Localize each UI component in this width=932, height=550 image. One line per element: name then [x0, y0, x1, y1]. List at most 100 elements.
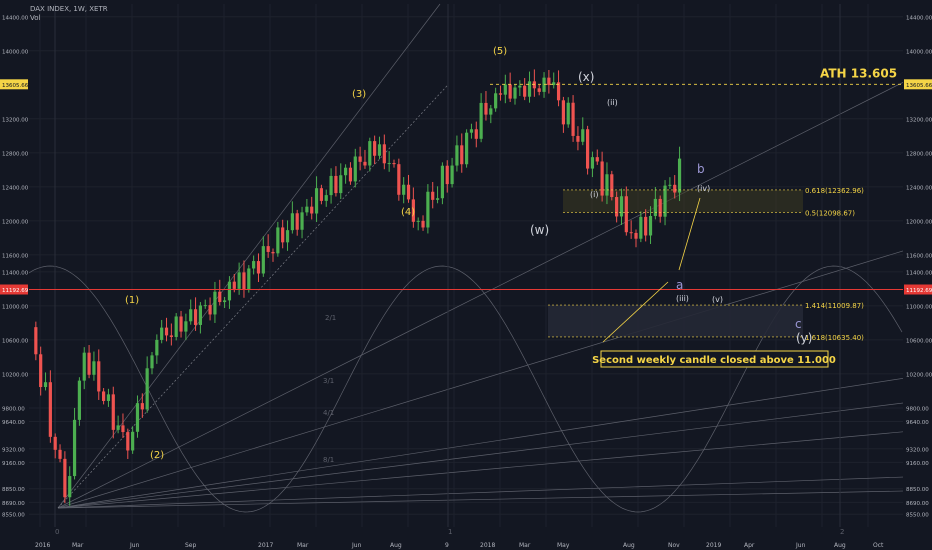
candle-body	[590, 157, 595, 169]
fan-line	[57, 67, 932, 509]
fib-boxes	[548, 189, 803, 337]
candle-body	[319, 188, 323, 201]
candle-body	[474, 129, 478, 139]
candle-body	[102, 391, 106, 401]
candle-body	[677, 158, 682, 193]
gann-fan-lines	[57, 3, 932, 509]
time-tick: 2019	[706, 542, 721, 549]
cycle-curve-path	[28, 265, 903, 513]
candle-body	[111, 394, 115, 430]
candle-body	[421, 220, 425, 228]
candle-body	[532, 81, 536, 89]
price-tick-right: 11600.00	[906, 253, 932, 259]
wave-x-label: (x)	[578, 70, 594, 84]
price-tick-right: 9640.00	[906, 420, 929, 426]
price-tick-left: 10600.00	[2, 338, 29, 344]
price-tick-right: 12400.00	[906, 185, 932, 191]
fan-label-4-1: 4/1	[323, 409, 334, 417]
current-price-badge-right	[904, 284, 932, 295]
candle-body	[411, 199, 415, 222]
wave-w-label: (w)	[530, 223, 549, 237]
time-tick: Oct	[873, 542, 884, 549]
candle-body	[498, 93, 503, 95]
candle-body	[523, 85, 527, 97]
price-tick-left: 8550.00	[2, 513, 25, 519]
candle-body	[237, 272, 241, 289]
price-tick-left: 13200.00	[2, 117, 29, 123]
price-tick-right: 12000.00	[906, 219, 932, 225]
time-tick: Mar	[519, 542, 531, 549]
candle-body	[668, 184, 672, 186]
price-tick-left: 9160.00	[2, 461, 25, 467]
candle-body	[387, 163, 391, 165]
price-tick-right: 14000.00	[906, 49, 932, 55]
candle-body	[353, 156, 357, 182]
wave-iii-label: (iii)	[676, 294, 689, 303]
time-tick: Mar	[72, 542, 84, 549]
candle-body	[271, 251, 275, 254]
candle-body	[82, 352, 86, 381]
wave-c-label: c	[795, 317, 802, 331]
wave-3-label: (3)	[352, 89, 366, 100]
candle-body	[295, 213, 299, 230]
fan-line-dashed	[57, 84, 449, 509]
time-tick: Mar	[297, 542, 309, 549]
wave-2-label: (2)	[150, 450, 164, 461]
candle-body	[160, 327, 164, 340]
time-tick: Jun	[351, 542, 362, 549]
candle-body	[208, 305, 212, 315]
time-tick: Jun	[795, 542, 806, 549]
wave-ii-label: (ii)	[607, 98, 618, 107]
wave-1-label: (1)	[125, 295, 139, 306]
fan-line	[57, 3, 441, 509]
candle-body	[552, 82, 556, 86]
candle-body	[179, 316, 183, 332]
callout-arrow	[602, 281, 669, 343]
fan-label-3-1: 3/1	[323, 377, 334, 385]
time-tick: 2018	[480, 542, 495, 549]
candle-body	[382, 144, 386, 164]
candle-body	[397, 164, 401, 195]
candle-body	[619, 196, 624, 217]
time-axis-bg	[0, 537, 932, 550]
price-axis-bg-right	[903, 0, 932, 550]
candle-body	[310, 206, 314, 214]
candle-body	[223, 300, 227, 303]
candle-body	[53, 436, 57, 450]
fan-line	[57, 428, 932, 509]
price-tick-left: 9800.00	[2, 406, 25, 412]
price-tick-left: 10200.00	[2, 372, 29, 378]
candle-body	[198, 305, 202, 325]
time-tick: Jun	[129, 542, 140, 549]
price-tick-left: 14400.00	[2, 15, 29, 21]
candle-body	[542, 77, 546, 92]
candle-body	[131, 431, 135, 451]
callout-text: Second weekly candle closed above 11.000	[592, 355, 836, 366]
price-axis-bg-left	[0, 0, 29, 550]
candle-body	[334, 175, 338, 194]
candle-body	[126, 432, 130, 451]
candle-body	[435, 198, 440, 200]
candle-body	[227, 281, 232, 301]
candle-body	[416, 220, 420, 222]
candle-body	[266, 246, 270, 252]
candle-body	[358, 156, 362, 162]
wave-a-label: a	[676, 278, 683, 292]
candle-body	[174, 316, 178, 337]
candle-body	[189, 309, 193, 322]
price-badges: 11192.69 11192.69 13605.66 13605.66	[0, 79, 932, 295]
candle-body	[106, 394, 111, 401]
candle-body	[155, 339, 159, 356]
price-tick-left: 9320.00	[2, 447, 25, 453]
fan-line	[57, 399, 932, 509]
candle-body	[610, 174, 614, 198]
candle-body	[285, 230, 290, 243]
candle-body	[484, 102, 488, 115]
candle-body	[140, 403, 144, 410]
ath-label: ATH 13.605	[820, 66, 897, 80]
candle-body	[218, 291, 222, 303]
candle-body	[145, 368, 149, 410]
cycle-label-1: 1	[448, 528, 452, 536]
candle-body	[406, 184, 411, 200]
